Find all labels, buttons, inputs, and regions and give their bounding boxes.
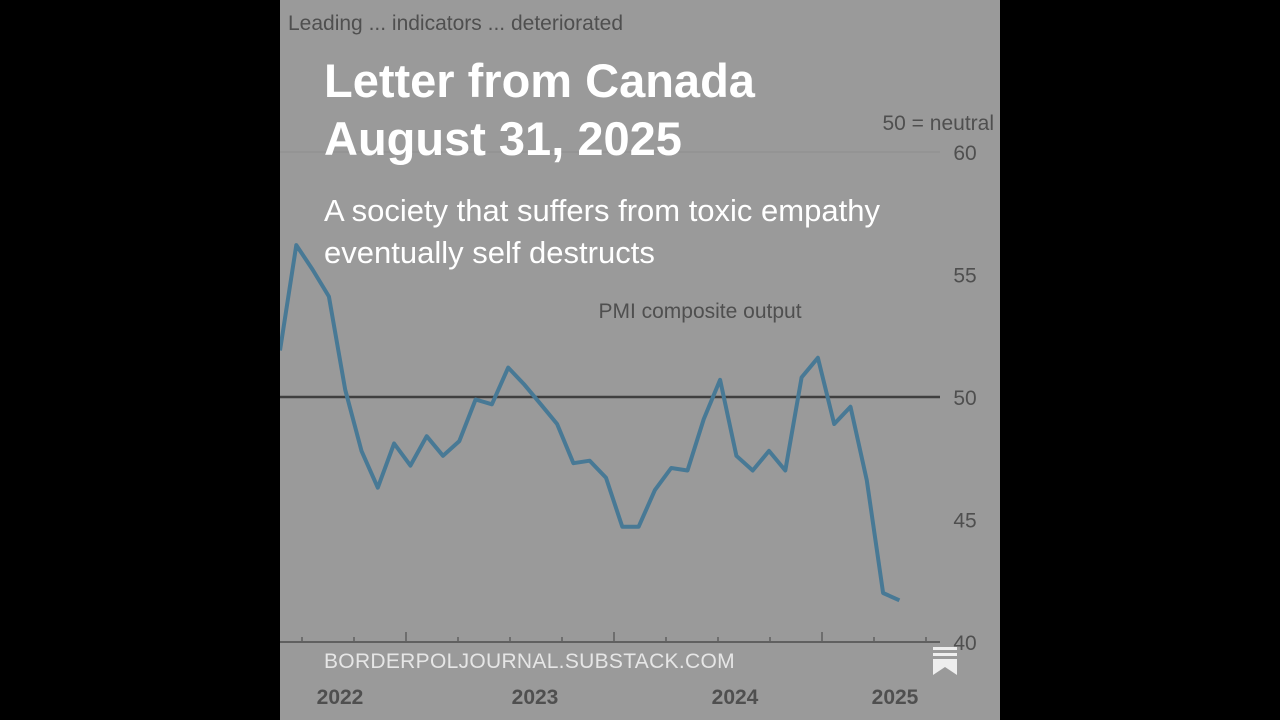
post-subtitle: A society that suffers from toxic empath… [324,193,880,270]
x-tick-label: 2022 [317,686,364,709]
x-tick-label: 2024 [712,686,759,709]
bookmark-stack-icon[interactable] [932,646,958,676]
chart-annotation: 50 = neutral [882,112,994,135]
y-tick-label: 55 [953,265,976,288]
y-tick-label: 50 [953,387,976,410]
chart-title: Leading ... indicators ... deteriorated [288,12,623,35]
title-line-1: Letter from Canada [324,54,755,107]
chart-subtitle: PMI composite output [598,300,801,323]
publication-url[interactable]: BORDERPOLJOURNAL.SUBSTACK.COM [324,650,735,673]
x-tick-label: 2025 [872,686,919,709]
post-title: Letter from Canada August 31, 2025 [324,52,755,168]
y-tick-label: 40 [953,632,976,655]
post-card: Leading ... indicators ... deteriorated … [280,0,1000,720]
pmi-chart: Leading ... indicators ... deteriorated … [280,0,1000,720]
y-tick-label: 45 [953,510,976,533]
title-line-2: August 31, 2025 [324,112,682,165]
x-tick-label: 2023 [512,686,559,709]
dim-overlay [280,0,1000,720]
y-tick-label: 60 [953,142,976,165]
